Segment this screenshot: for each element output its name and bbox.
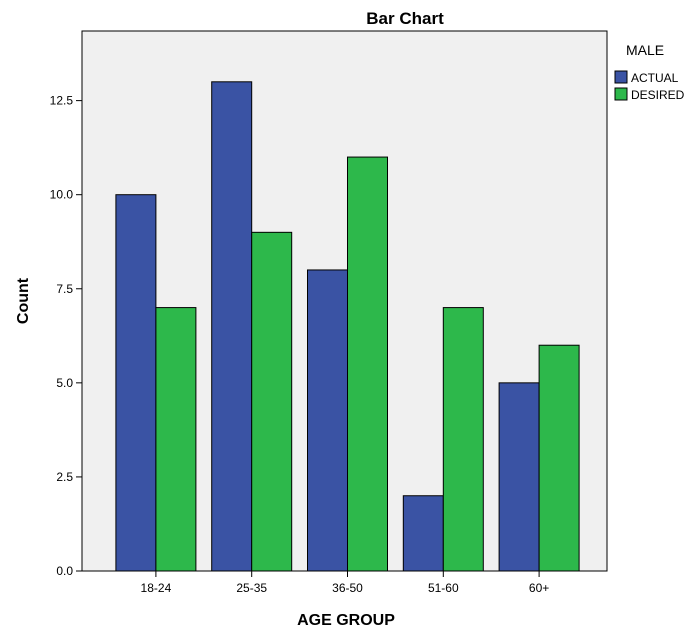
- y-tick-label: 0.0: [56, 564, 73, 578]
- bars-group: [115, 81, 580, 572]
- y-tick-label: 2.5: [56, 470, 73, 484]
- legend-swatch-desired: [614, 87, 628, 101]
- bar-actual-60+: [498, 382, 540, 572]
- legend-label-desired: DESIRED: [631, 88, 685, 102]
- x-tick-label: 25-35: [236, 581, 267, 595]
- x-tick-label: 51-60: [428, 581, 459, 595]
- y-axis-title: Count: [15, 277, 32, 324]
- bar-desired-51-60: [442, 307, 484, 572]
- x-tick-label: 36-50: [332, 581, 363, 595]
- bar-desired-25-35: [251, 231, 293, 572]
- chart-title: Bar Chart: [366, 9, 444, 28]
- y-tick-label: 7.5: [56, 282, 73, 296]
- bar-desired-36-50: [347, 156, 388, 572]
- x-axis-title: AGE GROUP: [297, 612, 395, 629]
- bar-actual-18-24: [115, 194, 157, 572]
- y-tick-label: 12.5: [50, 94, 74, 108]
- bar-actual-51-60: [402, 495, 444, 572]
- legend-label-actual: ACTUAL: [631, 71, 679, 85]
- legend-swatch-actual: [614, 70, 628, 84]
- legend-title: MALE: [626, 42, 664, 58]
- bar-desired-18-24: [155, 307, 197, 572]
- bar-actual-25-35: [211, 81, 253, 572]
- x-axis: 18-24 25-35 36-50 51-60 60+: [141, 571, 549, 595]
- bar-actual-36-50: [307, 269, 348, 572]
- y-axis: 0.0 2.5 5.0 7.5 10.0 12.5: [50, 94, 82, 578]
- y-tick-label: 5.0: [56, 376, 73, 390]
- y-tick-label: 10.0: [50, 188, 74, 202]
- legend: MALE ACTUAL DESIRED: [614, 42, 685, 102]
- bar-desired-60+: [538, 344, 580, 572]
- x-tick-label: 60+: [529, 581, 549, 595]
- x-tick-label: 18-24: [141, 581, 172, 595]
